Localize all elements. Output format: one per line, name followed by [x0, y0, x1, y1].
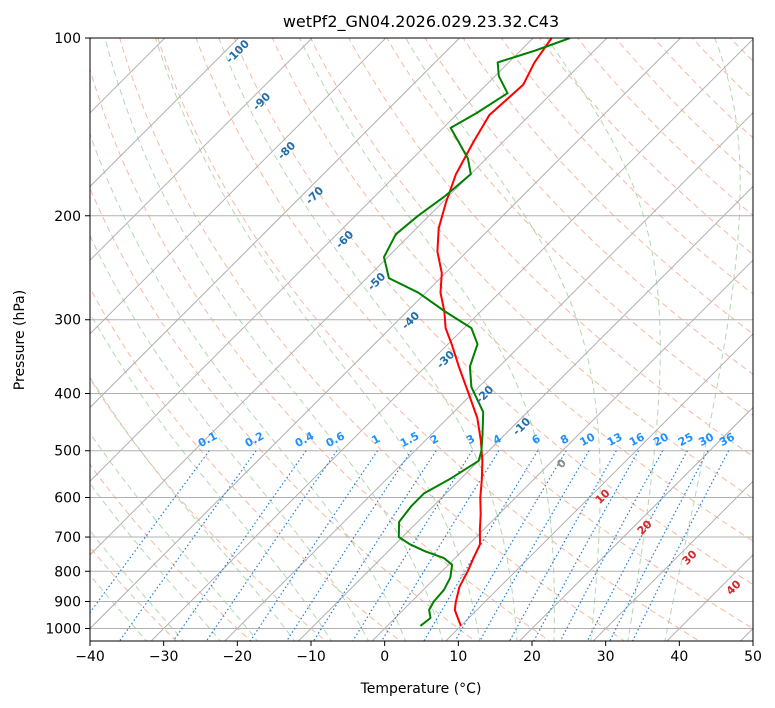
dry-adiabat [386, 38, 753, 416]
dry-adiabat [90, 377, 327, 641]
mixing-ratio-line [609, 450, 709, 641]
moist-adiabat [90, 234, 370, 641]
x-tick-label: 40 [670, 649, 688, 665]
mixing-ratio-label: 25 [676, 430, 696, 449]
mixing-ratio-label: 36 [717, 430, 737, 449]
dry-adiabat [157, 38, 701, 641]
mixing-ratio-label: 10 [578, 430, 598, 449]
y-tick-label: 600 [54, 490, 81, 506]
isotherm-line [224, 112, 753, 641]
chart-title: wetPf2_GN04.2026.029.23.32.C43 [283, 12, 559, 32]
mixing-ratio-line [352, 450, 473, 641]
dry-adiabat [309, 38, 753, 499]
background-lines [90, 28, 775, 643]
x-tick-label: −40 [75, 649, 105, 665]
y-tick-label: 200 [54, 209, 81, 225]
dry-adiabat [90, 287, 402, 641]
plot-area [90, 38, 753, 641]
dry-adiabat [424, 38, 753, 375]
dry-adiabat [758, 28, 775, 643]
x-tick-label: 20 [523, 649, 541, 665]
mixing-ratio-label: 20 [651, 430, 671, 449]
isotherm-line [90, 38, 534, 482]
isotherm-line [90, 38, 682, 630]
moist-adiabat [90, 482, 222, 641]
x-tick-label: 0 [380, 649, 389, 665]
dry-adiabat [90, 186, 476, 641]
dry-adiabat [90, 67, 551, 641]
moist-adiabat [90, 376, 295, 641]
mixing-ratio-line [423, 450, 539, 641]
mixing-ratio-line [312, 450, 437, 641]
y-tick-label: 700 [54, 530, 81, 546]
y-tick-label: 400 [54, 387, 81, 403]
mixing-ratio-line [249, 450, 379, 641]
x-tick-label: 30 [597, 649, 615, 665]
isotherm-line [90, 38, 608, 556]
isotherm-line [90, 38, 461, 409]
mixing-ratio-line [454, 450, 567, 641]
mixing-ratio-line [118, 450, 257, 641]
moist-adiabat [90, 312, 332, 641]
isotherm-line [90, 38, 313, 261]
mixing-ratio-line [559, 450, 664, 641]
x-axis-label: Temperature (°C) [360, 681, 482, 697]
y-tick-label: 800 [54, 564, 81, 580]
y-tick-label: 900 [54, 594, 81, 610]
isotherm-line [90, 38, 387, 335]
mixing-ratio-label: 30 [696, 430, 716, 449]
axes: −40 −30 −20 −10 0 10 20 30 40 50 100 200 300 400 500 60… [45, 31, 762, 665]
mixing-ratio-label: 16 [627, 430, 647, 449]
isotherm-line [445, 333, 753, 641]
x-tick-label: −30 [149, 649, 179, 665]
isotherm-line [371, 259, 753, 641]
dry-adiabat [90, 463, 252, 641]
mixing-ratio-line [586, 450, 688, 641]
y-tick-label: 100 [54, 31, 81, 47]
mixing-ratio-line [205, 450, 338, 641]
y-tick-label: 1000 [45, 622, 81, 638]
y-tick-label: 500 [54, 444, 81, 460]
mixing-ratio-line [631, 450, 730, 641]
temperature-profile-line [436, 38, 553, 627]
isotherm-line [150, 38, 753, 641]
isotherm-line [90, 38, 240, 188]
mixing-ratio-line [285, 450, 412, 641]
x-tick-label: 10 [449, 649, 467, 665]
mixing-ratio-line [533, 450, 640, 641]
plot-frame [89, 37, 754, 642]
dewpoint-profile-line [383, 38, 571, 627]
y-tick-label: 300 [54, 313, 81, 329]
dry-adiabat [233, 38, 753, 585]
moist-adiabat [90, 132, 407, 641]
sounding-series [383, 38, 571, 627]
isotherm-line [518, 406, 753, 641]
mixing-ratio-label: 13 [605, 430, 625, 449]
isotherm-line [592, 480, 753, 641]
x-tick-label: 50 [744, 649, 762, 665]
isotherm-line [297, 185, 753, 641]
moist-adiabat [90, 529, 185, 641]
y-axis-label: Pressure (hPa) [12, 290, 28, 390]
dry-adiabat [119, 38, 626, 641]
x-tick-label: −20 [223, 649, 253, 665]
dry-adiabat [462, 38, 753, 335]
x-tick-label: −10 [296, 649, 326, 665]
